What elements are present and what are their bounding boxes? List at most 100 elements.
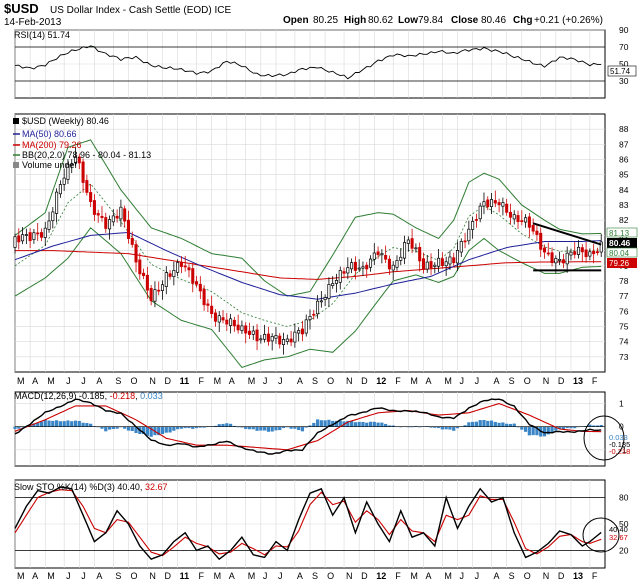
- bb-mid-badge: 80.04: [609, 249, 630, 258]
- macd-histogram-bar: [244, 426, 248, 429]
- symbol: $USD: [4, 1, 39, 16]
- month-tick-label-top-32: N: [543, 376, 550, 386]
- macd-histogram-bar: [164, 426, 168, 433]
- candle-body: [387, 258, 391, 270]
- candle-body: [160, 284, 165, 291]
- ma200-legend: MA(200) 79.26: [22, 140, 82, 150]
- candle-body: [497, 202, 501, 206]
- candle-body: [96, 213, 100, 216]
- macd-histogram-bar: [198, 426, 202, 428]
- macd-histogram-bar: [474, 421, 479, 427]
- month-tick-label-top-14: M: [248, 376, 256, 386]
- month-tick-label-bottom-14: M: [248, 571, 256, 581]
- macd-histogram-bar: [58, 421, 62, 427]
- macd-histogram-bar: [111, 426, 115, 430]
- candle-body: [361, 266, 365, 269]
- sto-k-line: [14, 486, 602, 561]
- month-tick-label-top-7: O: [130, 376, 137, 386]
- candle-body: [372, 252, 376, 260]
- candle-body: [89, 192, 93, 202]
- price-y-tick-label-4: 77: [619, 291, 629, 301]
- macd-histogram-bar: [531, 426, 535, 436]
- rsi-y-tick-label-2: 70: [619, 42, 629, 52]
- month-tick-label-bottom-13: A: [229, 571, 235, 581]
- candle-body: [251, 330, 255, 335]
- sto-annotation-circle: [582, 517, 620, 553]
- candle-body: [440, 258, 444, 267]
- macd-histogram-bar: [13, 426, 17, 429]
- candle-body: [13, 236, 17, 248]
- macd-histogram-bar: [39, 421, 44, 427]
- candle-body: [266, 333, 270, 342]
- candle-body: [229, 318, 233, 326]
- bb-upper-line: [14, 139, 602, 297]
- candle-body: [312, 313, 316, 316]
- macd-histogram-bar: [561, 426, 566, 430]
- ma200-line: [15, 250, 602, 280]
- candle-body: [43, 227, 47, 238]
- candle-body: [558, 259, 562, 261]
- price-panel: 73747576777879808182838485868788 $USD (W…: [13, 114, 638, 386]
- macd-histogram-bar: [293, 426, 297, 429]
- price-legend: $USD (Weekly) 80.46 MA(50) 80.66 MA(200)…: [13, 116, 151, 170]
- candle-body: [255, 329, 259, 342]
- candle-body: [138, 259, 142, 275]
- candle-body: [531, 224, 535, 232]
- month-tick-label-top-11: F: [199, 376, 205, 386]
- macd-histogram-bar: [516, 426, 520, 428]
- month-tick-label-top-23: F: [395, 376, 401, 386]
- candle-body: [164, 272, 168, 287]
- candle-body: [350, 262, 354, 270]
- candle-body: [58, 184, 62, 195]
- candle-body: [452, 257, 456, 264]
- candle-body: [21, 234, 25, 242]
- candle-body: [210, 305, 214, 315]
- candle-body: [546, 252, 550, 255]
- month-tick-label-bottom-26: M: [444, 571, 452, 581]
- candle-body: [357, 267, 361, 270]
- macd-histogram-bar: [331, 420, 335, 427]
- candle-body: [444, 261, 448, 267]
- candle-body: [334, 280, 338, 284]
- candle-body: [92, 200, 96, 215]
- candle-body: [316, 300, 320, 315]
- candle-body: [323, 297, 327, 300]
- macd-histogram-bar: [217, 424, 221, 427]
- macd-histogram-bar: [433, 426, 437, 428]
- macd-histogram-bar: [595, 425, 600, 427]
- macd-histogram-bar: [66, 420, 70, 427]
- month-tick-label-bottom-16: J: [278, 571, 283, 581]
- price-y-tick-label-5: 78: [619, 276, 629, 286]
- price-legend-swatch: [13, 118, 19, 124]
- price-y-tick-label-11: 84: [619, 185, 629, 195]
- candle-body: [36, 232, 40, 235]
- month-tick-label-bottom-32: N: [543, 571, 550, 581]
- macd-histogram-bar: [349, 420, 354, 427]
- macd-histogram-bar: [323, 420, 327, 427]
- candle-body: [259, 338, 263, 341]
- macd-histogram-bar: [497, 422, 501, 427]
- macd-histogram-bar: [168, 426, 172, 433]
- rsi-series: [14, 45, 605, 82]
- macd-histogram-bar: [160, 426, 165, 435]
- macd-annotation-circle: [583, 415, 625, 461]
- macd-histogram-bar: [523, 426, 528, 432]
- macd-y-tick-label-0: -1: [619, 445, 627, 455]
- macd-histogram-bar: [304, 426, 308, 428]
- macd-histogram-bar: [100, 426, 104, 429]
- macd-histogram-bar: [232, 425, 236, 427]
- candle-body: [293, 331, 297, 343]
- candle-body: [289, 338, 293, 343]
- candle-body: [482, 201, 486, 207]
- candle-body: [471, 221, 475, 230]
- month-tick-label-bottom-19: O: [327, 571, 334, 581]
- candle-body: [149, 287, 153, 302]
- candle-body: [195, 281, 199, 285]
- macd-histogram-bar: [123, 426, 127, 429]
- candle-body: [490, 199, 494, 207]
- macd-histogram-bar: [263, 426, 267, 431]
- macd-histogram-bar: [28, 425, 32, 427]
- macd-histogram-bar: [365, 422, 369, 427]
- rsi-y-tick-label-3: 90: [619, 25, 629, 35]
